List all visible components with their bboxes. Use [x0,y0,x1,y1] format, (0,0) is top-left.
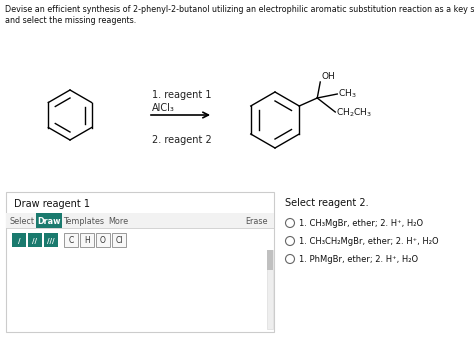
Bar [36,213,62,228]
Circle shape [285,237,294,245]
FancyBboxPatch shape [96,233,110,247]
Text: CH$_2$CH$_3$: CH$_2$CH$_3$ [336,107,372,119]
Text: H: H [84,236,90,245]
Text: 1. CH₃CH₂MgBr, ether; 2. H⁺, H₂O: 1. CH₃CH₂MgBr, ether; 2. H⁺, H₂O [299,237,438,246]
Bar [28,233,42,247]
Text: AlCl₃: AlCl₃ [152,103,175,113]
Text: CH$_3$: CH$_3$ [338,88,357,100]
Text: Erase: Erase [246,217,268,225]
Text: ///: /// [47,238,55,243]
FancyBboxPatch shape [80,233,94,247]
Text: //: // [33,238,37,243]
Text: Draw: Draw [37,217,61,225]
Bar [44,233,58,247]
Text: and select the missing reagents.: and select the missing reagents. [5,16,136,25]
Text: 1. CH₃MgBr, ether; 2. H⁺, H₂O: 1. CH₃MgBr, ether; 2. H⁺, H₂O [299,219,423,228]
Text: Cl: Cl [115,236,123,245]
Text: OH: OH [321,72,335,81]
FancyBboxPatch shape [112,233,126,247]
FancyBboxPatch shape [6,192,274,332]
Bar [267,250,273,270]
Bar [267,250,273,329]
Circle shape [285,219,294,227]
Text: Draw reagent 1: Draw reagent 1 [14,199,90,209]
Text: O: O [100,236,106,245]
Bar [6,213,274,228]
Text: Select reagent 2.: Select reagent 2. [285,198,369,208]
Text: 1. reagent 1: 1. reagent 1 [152,90,211,100]
Text: Devise an efficient synthesis of 2-phenyl-2-butanol utilizing an electrophilic a: Devise an efficient synthesis of 2-pheny… [5,5,474,14]
Text: 2. reagent 2: 2. reagent 2 [152,135,212,145]
FancyBboxPatch shape [64,233,78,247]
Text: 1. PhMgBr, ether; 2. H⁺, H₂O: 1. PhMgBr, ether; 2. H⁺, H₂O [299,255,418,264]
Text: More: More [108,217,128,225]
Text: Select: Select [9,217,35,225]
Text: C: C [68,236,73,245]
Bar [12,233,26,247]
Text: /: / [18,238,20,243]
Text: Templates: Templates [64,217,104,225]
Circle shape [285,255,294,264]
